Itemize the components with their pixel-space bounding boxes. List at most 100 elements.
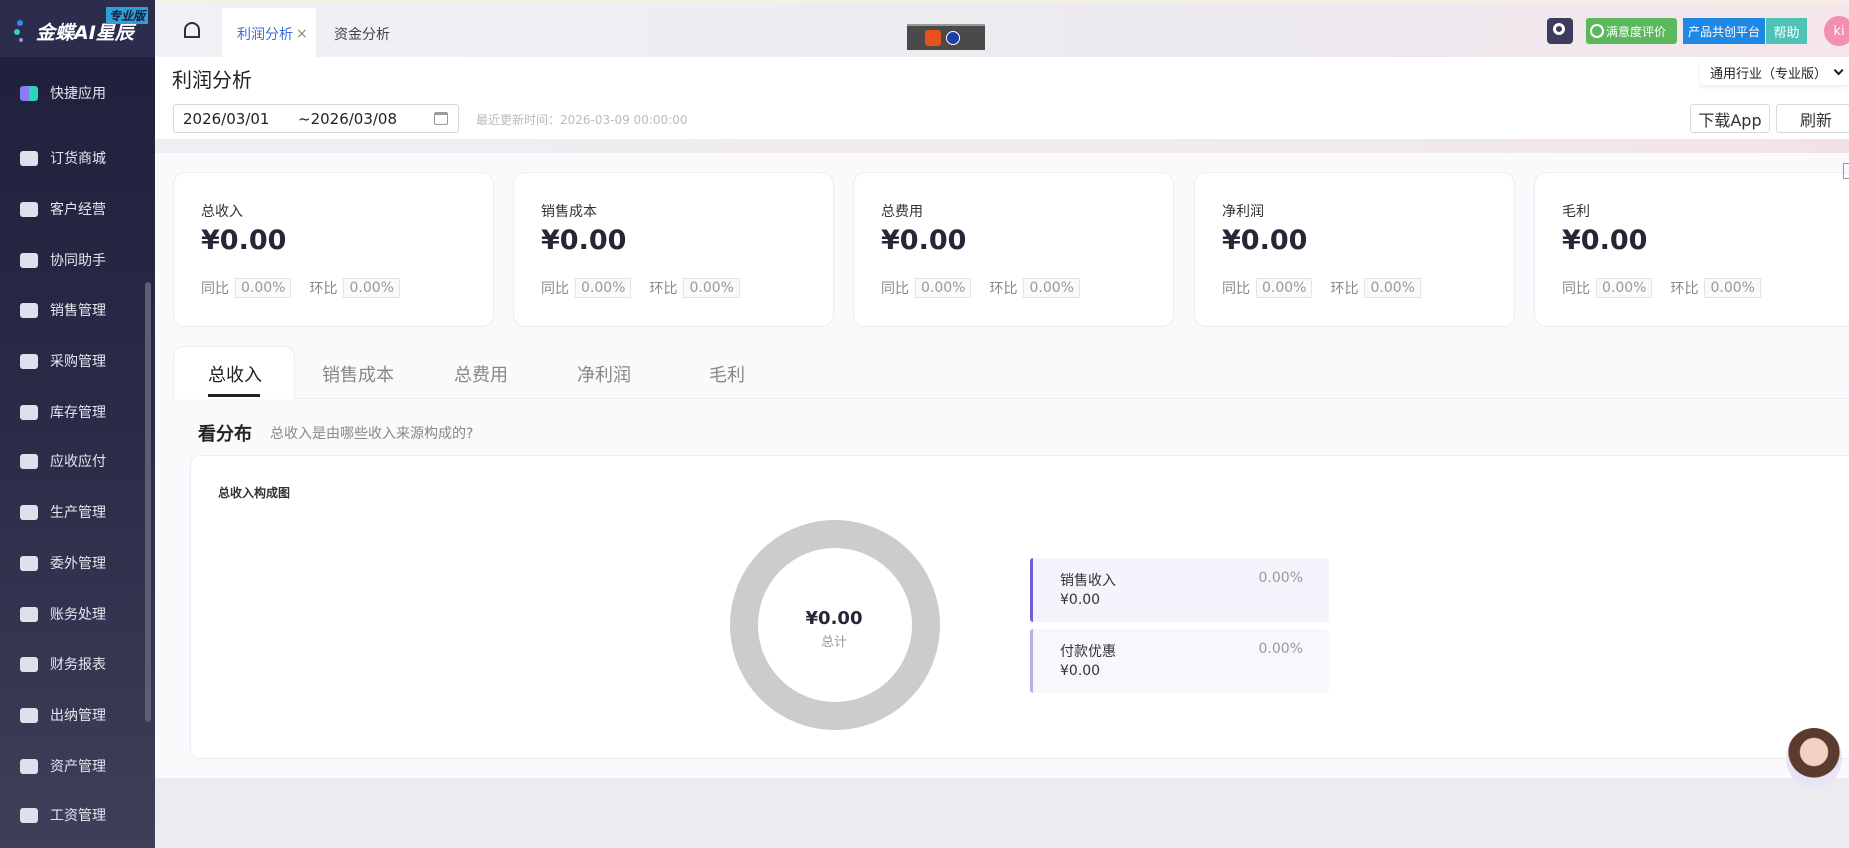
sidebar-item-label: 生产管理 [50,505,106,521]
sidebar-item-10[interactable]: 账务处理 [0,599,150,629]
sidebar-scrollbar[interactable] [145,282,151,722]
cashier-icon [20,707,38,723]
card-value: ¥0.00 [1562,225,1648,256]
mom-value: 0.00% [1704,278,1761,298]
sidebar-item-label: 账务处理 [50,607,106,623]
cart-icon [20,353,38,369]
yoy-label: 同比 [201,281,229,297]
chevron-down-icon [1833,65,1844,76]
sidebar-item-13[interactable]: 资产管理 [0,751,150,781]
metric-card[interactable]: 毛利 ¥0.00 同比 0.00% 环比 0.00% [1534,172,1849,327]
mom-label: 环比 [1670,281,1699,297]
metric-card[interactable]: 总费用 ¥0.00 同比 0.00% 环比 0.00% [853,172,1174,327]
sidebar-item-5[interactable]: 采购管理 [0,346,150,376]
metric-tab-2[interactable]: 总费用 [454,365,508,386]
search-button[interactable] [1547,18,1573,44]
mom-label: 环比 [989,281,1018,297]
contact-card-icon [20,252,38,268]
exchange-icon [20,453,38,469]
metric-card[interactable]: 销售成本 ¥0.00 同比 0.00% 环比 0.00% [513,172,834,327]
mom-value: 0.00% [343,278,400,298]
date-start[interactable]: 2026/03/01 [183,109,270,128]
sidebar-item-8[interactable]: 生产管理 [0,497,150,527]
chart-title: 总收入构成图 [218,486,291,500]
outsourcing-icon [20,555,38,571]
legend-amount: ¥0.00 [1060,592,1101,608]
metric-tab-4[interactable]: 毛利 [709,365,745,386]
user-avatar[interactable]: ki [1824,16,1849,46]
shopping-bag-icon [20,150,38,166]
search-icon [1553,23,1565,35]
help-button[interactable]: 帮助 [1766,18,1807,44]
sogou-icon[interactable] [925,30,941,46]
trend-icon [20,302,38,318]
tab-label: 资金分析 [334,27,390,43]
metric-card[interactable]: 净利润 ¥0.00 同比 0.00% 环比 0.00% [1194,172,1515,327]
tab-label: 利润分析 [237,27,293,43]
card-value: ¥0.00 [201,225,287,256]
ime-toolbar[interactable] [907,24,985,50]
section-heading: 看分布 [198,424,252,445]
sidebar-item-11[interactable]: 财务报表 [0,649,150,679]
close-icon[interactable]: × [296,26,308,42]
sidebar-item-1[interactable]: 订货商城 [0,143,150,173]
industry-label: 通用行业（专业版） [1710,67,1828,82]
bottom-area [155,778,1849,848]
sidebar-item-label: 财务报表 [50,657,106,673]
industry-select[interactable]: 通用行业（专业版） [1700,60,1849,85]
yoy-value: 0.00% [1256,278,1313,298]
customer-icon [20,201,38,217]
legend-item[interactable]: 销售收入 ¥0.00 0.00% [1030,558,1329,622]
metric-tabs [173,346,1849,399]
section-question: 总收入是由哪些收入来源构成的? [270,426,474,442]
help-circle-icon[interactable] [946,31,960,45]
date-end[interactable]: ~2026/03/08 [298,109,398,128]
sidebar-item-7[interactable]: 应收应付 [0,446,150,476]
asset-icon [20,758,38,774]
refresh-button[interactable]: 刷新 [1776,104,1849,133]
metric-tab-3[interactable]: 净利润 [577,365,631,386]
sidebar-item-4[interactable]: 销售管理 [0,295,150,325]
sidebar-item-6[interactable]: 库存管理 [0,397,150,427]
calendar-icon[interactable] [434,112,448,125]
tab-fund-analysis[interactable]: 资金分析 [334,8,390,60]
salary-icon [20,807,38,823]
sidebar-item-label: 资产管理 [50,759,106,775]
mom-value: 0.00% [1023,278,1080,298]
donut-chart [730,520,940,730]
sidebar-item-3[interactable]: 协同助手 [0,245,150,275]
sidebar-item-2[interactable]: 客户经营 [0,194,150,224]
metric-tab-0[interactable]: 总收入 [208,365,262,386]
metric-tab-1[interactable]: 销售成本 [322,365,394,386]
factory-icon [20,504,38,520]
sidebar-item-label: 应收应付 [50,454,106,470]
expand-icon[interactable] [1843,163,1849,179]
card-value: ¥0.00 [1222,225,1308,256]
donut-total: ¥0.00 [805,608,863,629]
yoy-label: 同比 [541,281,569,297]
metric-card[interactable]: 总收入 ¥0.00 同比 0.00% 环比 0.00% [173,172,494,327]
yoy-label: 同比 [1222,281,1250,297]
sidebar-item-12[interactable]: 出纳管理 [0,700,150,730]
download-app-button[interactable]: 下载App [1690,104,1770,133]
sidebar-item-0[interactable]: 快捷应用 [0,78,150,108]
satisfaction-button[interactable]: 满意度评价 [1586,18,1677,44]
cocreate-button[interactable]: 产品共创平台 [1683,18,1765,44]
top-bar: 利润分析 × 资金分析 满意度评价 产品共创平台 帮助 ki [155,0,1849,60]
card-value: ¥0.00 [881,225,967,256]
legend-percent: 0.00% [1258,641,1303,657]
sidebar-item-9[interactable]: 委外管理 [0,548,150,578]
card-title: 毛利 [1562,204,1590,220]
edition-badge: 专业版 [106,7,149,24]
sidebar-item-14[interactable]: 工资管理 [0,800,150,830]
date-range-picker[interactable]: 2026/03/01 ~2026/03/08 [173,104,459,133]
logo[interactable]: 金蝶AI星辰 专业版 [0,0,155,57]
home-icon[interactable] [184,22,200,38]
apps-icon [20,85,38,101]
tab-profit-analysis[interactable]: 利润分析 × [222,8,316,60]
sidebar-item-label: 客户经营 [50,202,106,218]
ai-assistant-avatar[interactable] [1786,728,1842,788]
legend-item[interactable]: 付款优惠 ¥0.00 0.00% [1030,629,1329,693]
ledger-icon [20,606,38,622]
mom-label: 环比 [649,281,678,297]
